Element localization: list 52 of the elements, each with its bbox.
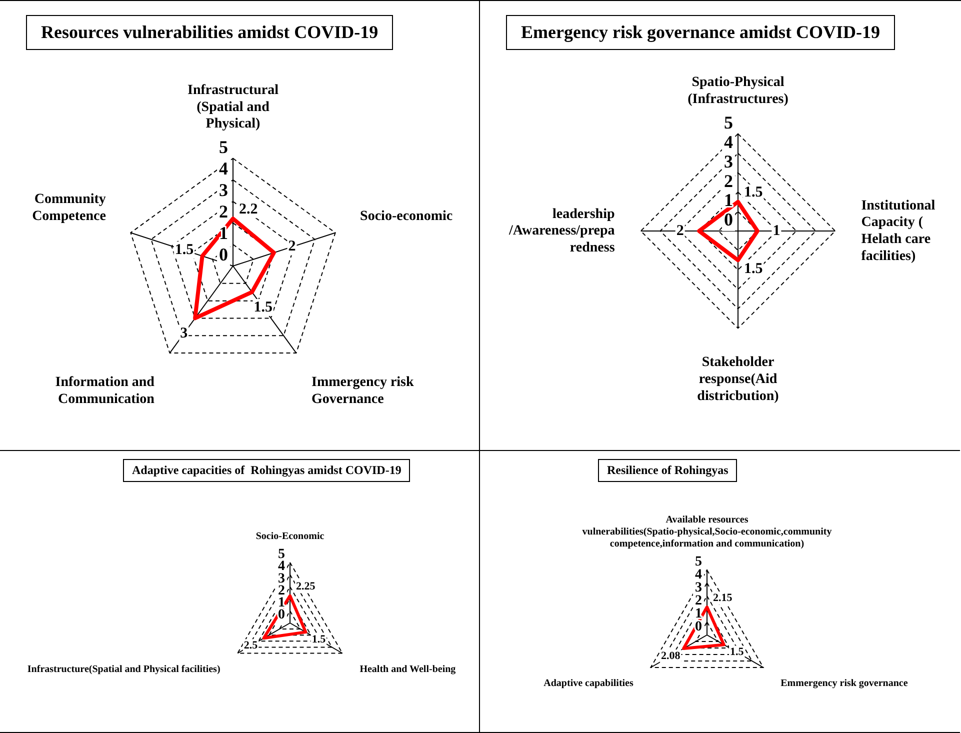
spoke-label: Infrastructural (Spatial and Physical) <box>188 83 279 132</box>
data-label: 2.2 <box>239 202 258 218</box>
y-tick-label: 3 <box>219 180 228 200</box>
y-tick-label: 0 <box>724 210 733 230</box>
y-tick-label: 0 <box>278 608 285 623</box>
chart-title: Resilience of Rohingyas <box>598 459 738 482</box>
spoke-label: Socio-economic <box>360 208 453 224</box>
data-label: 3 <box>180 325 188 342</box>
y-tick-label: 0 <box>219 244 228 265</box>
data-label: 2.08 <box>660 650 681 662</box>
spoke-label: Spatio-Physical (Infrastructures) <box>688 75 789 107</box>
y-tick-label: 5 <box>695 554 702 570</box>
data-label: 1.5 <box>174 242 194 258</box>
chart-title: Adaptive capacities of Rohingyas amidst COVID-19 <box>123 459 410 482</box>
y-tick-label: 2 <box>219 202 228 222</box>
y-tick-label: 5 <box>724 112 733 132</box>
y-tick-label: 2 <box>695 594 702 609</box>
data-label: 1 <box>772 222 780 239</box>
data-label: 1.5 <box>730 646 744 658</box>
data-label: 1.5 <box>744 184 763 201</box>
chart-title: Resources vulnerabilities amidst COVID-19 <box>26 15 394 50</box>
data-label: 2 <box>288 238 296 255</box>
y-tick-label: 3 <box>695 580 702 596</box>
y-tick-label: 1 <box>724 190 733 210</box>
spoke-label: leadership /Awareness/preparedness <box>508 206 616 256</box>
data-label: 2.15 <box>713 592 733 604</box>
data-label: 1.5 <box>254 299 273 316</box>
spoke-label: Information and Communication <box>55 375 155 407</box>
y-tick-label: 3 <box>724 151 733 172</box>
y-tick-label: 5 <box>219 137 228 158</box>
y-tick-label: 1 <box>695 606 702 622</box>
spoke-label: Socio-Economic <box>256 531 325 542</box>
spoke-label: Health and Well-being <box>360 664 456 675</box>
spoke-label: Infrastructure(Spatial and Physical facilities) <box>27 664 220 675</box>
data-label: 1.5 <box>312 633 326 646</box>
spoke-label: Emmergency risk governance <box>780 678 908 690</box>
y-tick-label: 0 <box>695 620 702 635</box>
y-tick-label: 4 <box>219 158 228 179</box>
spoke-label: Stakeholder response(Aid districbution) <box>697 355 780 404</box>
data-label: 1.5 <box>744 261 763 278</box>
data-label: 2 <box>676 222 684 239</box>
spoke-label: Available resources vulnerabilities(Spatio-physical,Socio-economic,community competence,information and communication) <box>582 514 832 550</box>
chart-title: Emergency risk governance amidst COVID-19 <box>506 15 895 50</box>
spoke-label: Adaptive capabilities <box>544 678 634 690</box>
spoke-label: Institutional Capacity ( Helath care facilities) <box>861 198 936 264</box>
data-label: 2.25 <box>296 580 316 593</box>
y-tick-label: 2 <box>724 170 733 191</box>
y-tick-label: 4 <box>695 568 702 583</box>
spoke-label: Community Competence <box>32 192 106 224</box>
y-tick-label: 4 <box>724 132 733 152</box>
data-label: 2.5 <box>244 639 258 652</box>
spoke-label: Immergency risk Governance <box>312 375 414 407</box>
